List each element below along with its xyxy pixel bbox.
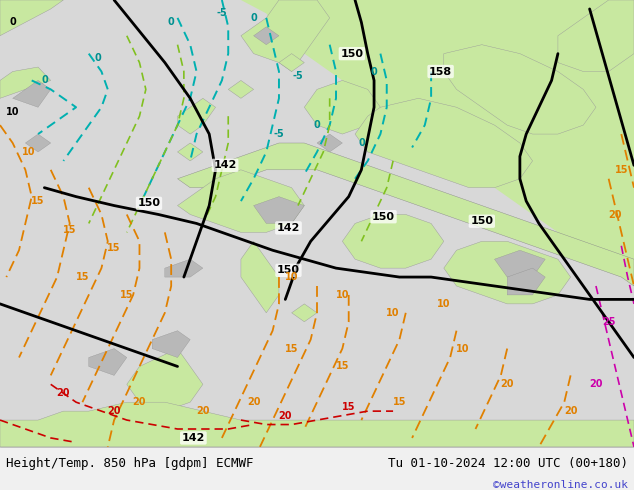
- Polygon shape: [444, 241, 571, 304]
- Polygon shape: [25, 134, 51, 152]
- Text: 150: 150: [277, 266, 300, 275]
- Text: Height/Temp. 850 hPa [gdpm] ECMWF: Height/Temp. 850 hPa [gdpm] ECMWF: [6, 457, 254, 470]
- Text: 158: 158: [429, 67, 452, 76]
- Text: Tu 01-10-2024 12:00 UTC (00+180): Tu 01-10-2024 12:00 UTC (00+180): [387, 457, 628, 470]
- Polygon shape: [317, 134, 342, 152]
- Polygon shape: [89, 348, 127, 375]
- Text: 20: 20: [608, 210, 622, 220]
- Polygon shape: [254, 27, 279, 45]
- Polygon shape: [241, 0, 634, 286]
- Text: 10: 10: [386, 308, 400, 318]
- Text: 20: 20: [278, 411, 292, 420]
- Text: 142: 142: [214, 160, 236, 171]
- Text: 20: 20: [56, 388, 70, 398]
- Polygon shape: [178, 170, 304, 232]
- Polygon shape: [178, 143, 634, 286]
- Polygon shape: [127, 348, 203, 411]
- Text: 150: 150: [138, 198, 160, 208]
- Polygon shape: [254, 196, 304, 223]
- Text: 150: 150: [340, 49, 363, 59]
- Text: 0: 0: [41, 75, 48, 85]
- Polygon shape: [304, 80, 380, 134]
- Text: 0: 0: [358, 138, 365, 148]
- Polygon shape: [279, 53, 304, 72]
- Polygon shape: [228, 80, 254, 98]
- Text: 150: 150: [470, 216, 493, 226]
- Polygon shape: [342, 215, 444, 268]
- Text: 15: 15: [63, 225, 77, 235]
- Text: 10: 10: [437, 299, 451, 309]
- Polygon shape: [165, 259, 203, 277]
- Text: 20: 20: [133, 397, 146, 407]
- Text: 142: 142: [182, 433, 205, 443]
- Text: 15: 15: [335, 362, 349, 371]
- Text: -5: -5: [293, 71, 303, 81]
- Text: -5: -5: [274, 129, 284, 139]
- Text: 10: 10: [285, 272, 299, 282]
- Text: 15: 15: [285, 343, 299, 354]
- Text: 10: 10: [22, 147, 36, 157]
- Text: 15: 15: [107, 243, 121, 253]
- Polygon shape: [355, 98, 533, 188]
- Polygon shape: [0, 0, 63, 36]
- Text: 15: 15: [31, 196, 45, 206]
- Text: 15: 15: [614, 165, 628, 175]
- Text: 20: 20: [564, 406, 578, 416]
- Text: 0: 0: [10, 17, 16, 27]
- Polygon shape: [507, 268, 545, 295]
- Text: 142: 142: [277, 223, 300, 233]
- Text: 10: 10: [6, 107, 20, 117]
- Text: 15: 15: [120, 290, 134, 300]
- Text: 0: 0: [168, 17, 174, 27]
- Polygon shape: [495, 250, 545, 277]
- Polygon shape: [178, 98, 216, 134]
- Polygon shape: [444, 45, 596, 134]
- Text: 20: 20: [247, 397, 261, 407]
- Polygon shape: [13, 80, 51, 107]
- Polygon shape: [241, 241, 279, 313]
- Text: -5: -5: [217, 8, 227, 19]
- Text: 20: 20: [196, 406, 210, 416]
- Polygon shape: [0, 402, 634, 447]
- Text: 0: 0: [371, 67, 377, 76]
- Polygon shape: [0, 67, 51, 98]
- Text: 25: 25: [602, 317, 616, 327]
- Text: 0: 0: [95, 53, 101, 63]
- Text: 10: 10: [335, 290, 349, 300]
- Text: 20: 20: [500, 379, 514, 390]
- Text: 20: 20: [589, 379, 603, 390]
- Text: 10: 10: [456, 343, 470, 354]
- Text: 15: 15: [75, 272, 89, 282]
- Text: 15: 15: [342, 402, 356, 412]
- Text: 150: 150: [372, 212, 395, 222]
- Text: 20: 20: [107, 406, 121, 416]
- Polygon shape: [0, 0, 634, 447]
- Text: 0: 0: [250, 13, 257, 23]
- Text: 0: 0: [314, 120, 320, 130]
- Polygon shape: [152, 331, 190, 358]
- Text: ©weatheronline.co.uk: ©weatheronline.co.uk: [493, 480, 628, 490]
- Polygon shape: [558, 0, 634, 72]
- Text: 15: 15: [392, 397, 406, 407]
- Polygon shape: [241, 0, 330, 72]
- Polygon shape: [178, 143, 203, 161]
- Polygon shape: [292, 304, 317, 322]
